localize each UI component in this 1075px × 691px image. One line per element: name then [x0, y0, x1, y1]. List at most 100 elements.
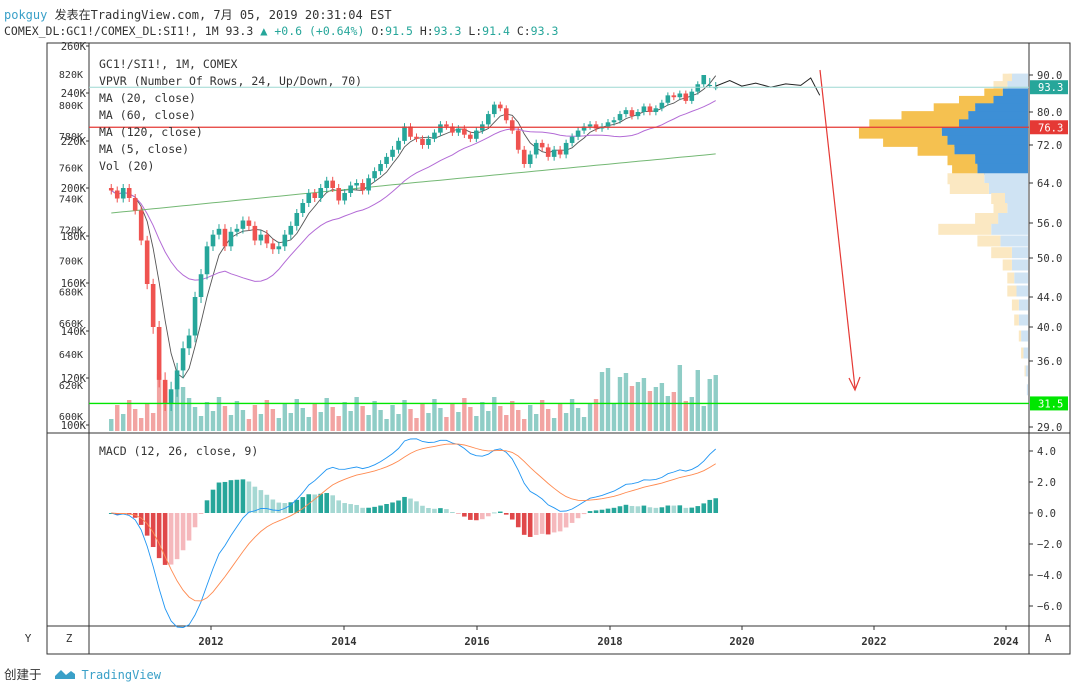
volume-bar	[414, 418, 419, 431]
macd-histogram-bar	[168, 513, 174, 565]
candle-body	[294, 213, 300, 226]
legend-item[interactable]: VPVR (Number Of Rows, 24, Up/Down, 70)	[99, 74, 363, 88]
legend-item[interactable]: MA (120, close)	[99, 125, 203, 139]
volume-bar	[127, 400, 132, 431]
volume-bar	[372, 401, 377, 431]
legend-item[interactable]: Vol (20)	[99, 159, 155, 173]
volume-bar	[575, 408, 581, 431]
volume-bar	[348, 411, 353, 431]
right-tick-label: 72.0	[1037, 140, 1062, 152]
candle-body	[162, 379, 168, 404]
macd-tick-label: −2.0	[1037, 539, 1062, 551]
macd-histogram-bar	[557, 513, 563, 532]
price-badge-label: 31.5	[1038, 398, 1063, 410]
candle-body	[426, 138, 431, 145]
candle-body	[354, 183, 359, 186]
volume-bar	[683, 401, 689, 431]
price-badge-label: 76.3	[1038, 122, 1063, 134]
volume-bar	[551, 418, 557, 431]
volume-bar	[456, 412, 461, 431]
macd-histogram-bar	[156, 513, 162, 559]
macd-histogram-bar	[234, 479, 240, 513]
vpvr-down-bar	[1014, 314, 1019, 326]
volume-bar	[408, 409, 413, 431]
volume-bar	[378, 410, 383, 431]
macd-histogram-bar	[587, 511, 593, 513]
candle-body	[497, 104, 503, 109]
volume-bar	[545, 409, 551, 431]
vpvr-down-bar	[938, 223, 992, 235]
volume-bar	[504, 415, 509, 431]
candle-body	[587, 124, 593, 127]
vpvr-down-bar	[933, 103, 976, 115]
volume-bars	[109, 365, 718, 431]
vpvr-down-bar	[917, 144, 955, 156]
ohlc-h-value: 93.3	[433, 24, 462, 38]
vpvr-down-bar	[1018, 330, 1022, 342]
volume-bar	[336, 416, 341, 431]
left-tick-label: 100K	[61, 420, 87, 432]
macd-histogram-bar	[252, 486, 258, 513]
macd-histogram-bar	[330, 495, 335, 513]
macd-histogram-bar	[707, 499, 713, 513]
macd-histogram-bar	[497, 511, 503, 513]
candle-body	[677, 93, 683, 98]
vpvr-up-bar	[1011, 247, 1028, 259]
vpvr-down-bar	[1024, 365, 1026, 377]
vpvr-down-bar	[1007, 285, 1017, 297]
log-scale-button[interactable]: Y	[24, 632, 32, 645]
candle-body	[306, 193, 312, 203]
year-label: 2024	[993, 636, 1018, 648]
horizontal-lines[interactable]	[89, 86, 1029, 405]
vpvr-up-bar	[1021, 330, 1028, 342]
axis-labels: 93.3 76.3 31.5 90.0 80.0 72.0 64.0 56.0 50.0 44.0…	[59, 41, 1068, 648]
candle-body	[222, 228, 228, 247]
volume-bar	[318, 412, 323, 431]
zoom-button[interactable]: Z	[65, 632, 73, 645]
legend-item[interactable]: GC1!/SI1!, 1M, COMEX	[99, 57, 238, 71]
volume-bar	[635, 382, 641, 431]
candle-body	[318, 188, 324, 198]
brand-name[interactable]: TradingView	[81, 668, 161, 682]
vpvr-up-bar	[975, 103, 1028, 115]
vpvr-down-bar	[977, 235, 1001, 247]
volume-bar	[522, 419, 527, 431]
right-tick-label: 56.0	[1037, 218, 1062, 230]
volume-bar	[354, 397, 359, 431]
auto-scale-button[interactable]: A	[1044, 632, 1052, 645]
volume-bar	[671, 392, 677, 431]
candle-body	[503, 108, 509, 121]
username[interactable]: pokguy	[4, 8, 48, 22]
legend-item[interactable]: MA (20, close)	[99, 91, 196, 105]
left-tick-label: 240K	[61, 88, 87, 100]
vpvr-down-bar	[993, 81, 1008, 93]
symbol-header: COMEX_DL:GC1!/COMEX_DL:SI1!, 1M 93.3 ▲ +…	[4, 24, 558, 38]
macd-histogram-bar	[671, 505, 677, 513]
volume-bar	[581, 417, 587, 431]
macd-histogram-bar	[593, 510, 599, 513]
volume-bar	[204, 402, 210, 431]
volume-bar	[474, 416, 479, 431]
vpvr-down-bar	[993, 203, 1008, 214]
moving-averages	[111, 75, 717, 379]
candle-body	[551, 149, 557, 157]
symbol-line: COMEX_DL:GC1!/COMEX_DL:SI1!, 1M 93.3	[4, 24, 254, 38]
macd-histogram-bar	[563, 513, 569, 528]
vpvr-up-bar	[1023, 347, 1028, 359]
macd-histogram-bar	[509, 513, 515, 520]
macd-histogram-bar	[408, 498, 413, 513]
vpvr-down-bar	[869, 119, 959, 131]
macd-histogram-bar	[635, 506, 641, 513]
macd-histogram-bar	[318, 493, 324, 513]
candle-body	[408, 126, 413, 137]
volume-bar	[701, 406, 706, 431]
volume-bar	[599, 372, 605, 431]
volume-bar	[593, 399, 599, 431]
macd-histogram-bar	[324, 493, 330, 513]
legend-item[interactable]: MA (60, close)	[99, 108, 196, 122]
vol-tick-label: 620K	[59, 381, 83, 392]
macd-histogram-bar	[539, 513, 545, 534]
legend-item[interactable]: MA (5, close)	[99, 142, 190, 156]
candle-body	[144, 240, 150, 284]
